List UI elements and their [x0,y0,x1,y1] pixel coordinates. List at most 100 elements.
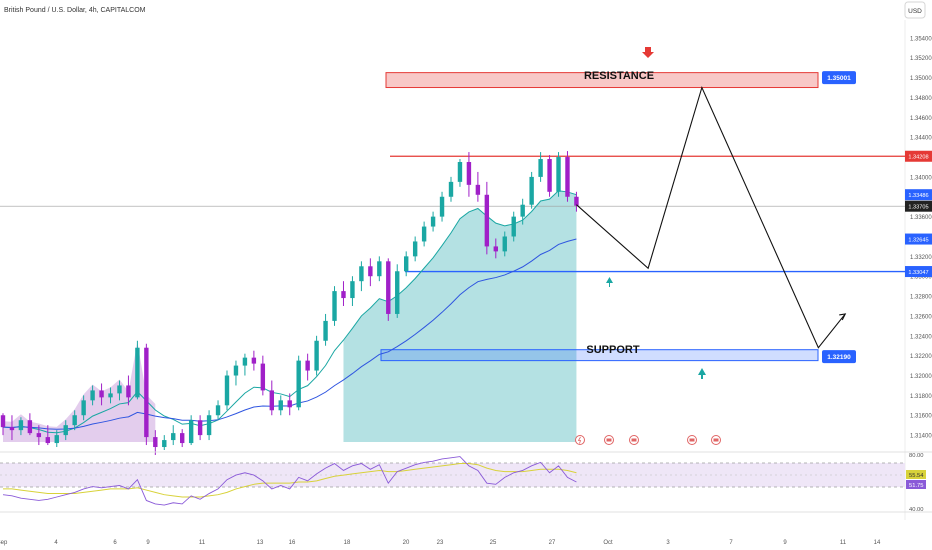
price-tick-label: 1.33200 [910,255,932,261]
candle-body [0,415,6,428]
price-tick-label: 1.31400 [910,434,932,440]
candle-body [475,184,481,195]
ma-area [3,190,577,443]
currency-label: USD [908,8,922,15]
time-tick-label: 11 [840,540,847,546]
price-tick-label: 1.33600 [910,215,932,221]
candle-body [547,159,552,192]
time-tick-label: 6 [113,540,117,546]
price-tag-ma_fast [905,189,932,201]
candle-body [251,357,257,364]
time-tick-label: 3 [666,540,670,546]
candle-body [323,320,328,341]
candle-body [117,385,122,394]
projection-arrowhead [839,313,847,321]
resistance-label: RESISTANCE [584,70,654,82]
price-tick-label: 1.32200 [910,354,932,360]
candle-body [574,196,579,206]
price-tag-text: 1.33047 [908,270,928,276]
candle-body [72,415,77,426]
callout-tag-text: 1.32190 [827,354,851,361]
callout-tag-resistance_box [822,71,856,85]
event-icons[interactable] [575,435,721,445]
candle-body [430,216,436,227]
candle-body [386,261,391,314]
price-tick-label: 1.32800 [910,295,932,301]
candle-body [502,236,507,252]
candle-body [9,427,15,431]
price-tick-label: 1.34000 [910,175,932,181]
time-tick-label: 13 [257,540,264,546]
candle-body [36,433,42,438]
time-tick-label: 16 [289,540,296,546]
time-tick-label: Sep [0,540,8,546]
candle-body [529,176,534,205]
candle-body [359,266,364,282]
ma-shaded-area-early [3,341,156,443]
candle-body [180,433,185,444]
candle-body [457,162,463,182]
candle-body [332,291,337,321]
candle-body [135,347,140,398]
candle-body [314,340,319,371]
candle-body [511,216,516,237]
candle-body [108,393,113,398]
price-tick-label: 1.34600 [910,116,932,122]
price-tick-label: 1.32400 [910,334,932,340]
candle-body [412,241,418,257]
candle-body [126,385,131,398]
candle-body [81,400,86,416]
lightning-event-icon[interactable] [575,435,585,445]
candle-body [350,281,355,299]
price-tick-label: 1.34400 [910,136,932,142]
candle-body [269,390,274,411]
candle-body [260,363,266,391]
price-tick-label: 1.35000 [910,76,932,82]
price-tick-label: 1.32600 [910,314,932,320]
rsi-axis: 80.00 55.54 51.75 40.00 [906,453,926,513]
candle-body [224,375,230,406]
time-tick-label: Oct [603,540,613,546]
candle-body [341,291,346,299]
candle-body [54,435,59,444]
candle-body [144,347,149,438]
candle-body [278,400,283,411]
time-tick-label: 27 [549,540,556,546]
candle-body [565,157,570,197]
price-tick-label: 1.31800 [910,394,932,400]
currency-button[interactable] [904,1,926,19]
price-tag-text: 1.33486 [908,193,928,199]
time-axis[interactable]: Sep 4 6 9 11 13 16 18 20 23 25 27 Oct 3 7 9 11 14 [0,540,881,546]
candle-body [520,204,525,217]
price-tick-label: 1.31600 [910,414,932,420]
candle-body [153,437,158,448]
time-tick-label: 14 [874,540,881,546]
time-tick-label: 7 [729,540,733,546]
candle-body [296,360,301,408]
candle-body [63,425,68,436]
candle-body [368,266,373,277]
projection-line [576,85,846,349]
up-arrow-icon-2 [698,368,706,379]
price-tag-text: 1.33705 [908,205,928,211]
down-arrow-icon [642,47,654,58]
ma-shaded-area [343,190,577,443]
support-zone [380,349,819,362]
time-tick-label: 9 [783,540,787,546]
candle-body [556,157,561,192]
price-tick-label: 1.32000 [910,374,932,380]
candles [0,151,579,455]
candle-body [171,433,176,441]
candle-body [90,390,95,401]
rsi-tick-label: 51.75 [909,483,924,489]
candle-body [421,226,427,242]
time-tick-label: 25 [490,540,497,546]
rsi-line [2,456,577,506]
time-tick-label: 9 [146,540,150,546]
time-tick-label: 23 [437,540,444,546]
time-tick-label: 11 [199,540,206,546]
candle-body [439,196,445,217]
projection-path [576,85,847,349]
candle-body [188,420,194,444]
